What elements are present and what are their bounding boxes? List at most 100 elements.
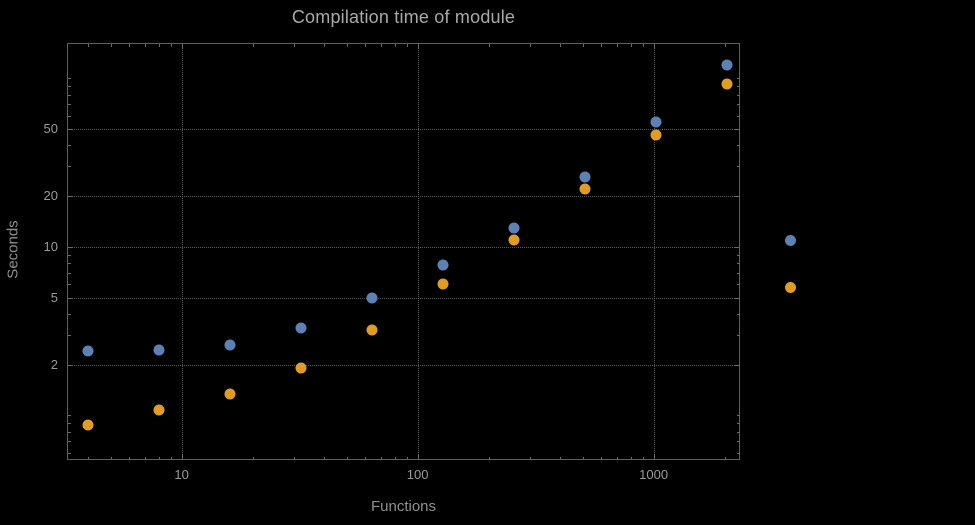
point-series-2-orange-x128 <box>437 278 449 290</box>
point-series-2-orange-x32 <box>295 362 307 374</box>
x-tick-mark <box>530 44 532 47</box>
y-tick-mark <box>734 364 739 366</box>
y-tick-label-5: 5 <box>50 289 58 305</box>
x-tick-mark <box>381 456 383 459</box>
y-tick-mark <box>736 86 739 88</box>
y-tick-mark <box>68 422 71 424</box>
x-tick-mark <box>181 454 183 459</box>
x-tick-mark <box>617 456 619 459</box>
x-tick-mark <box>630 44 632 47</box>
x-tick-mark <box>488 456 490 459</box>
y-tick-mark <box>68 431 71 433</box>
x-tick-mark <box>630 456 632 459</box>
y-tick-mark <box>736 452 739 454</box>
gridline-x-1000 <box>653 44 655 459</box>
x-tick-mark <box>617 44 619 47</box>
y-tick-mark <box>68 166 71 168</box>
y-tick-mark <box>736 263 739 265</box>
y-tick-mark <box>736 78 739 80</box>
legend-marker-series-2 <box>785 282 796 293</box>
y-tick-mark <box>68 246 73 248</box>
x-tick-label-1000: 1000 <box>639 467 669 482</box>
y-tick-mark <box>736 422 739 424</box>
y-tick-mark <box>68 334 71 336</box>
x-tick-mark <box>582 456 584 459</box>
x-tick-mark <box>87 44 89 47</box>
x-axis-label: Functions <box>370 498 437 515</box>
y-tick-mark <box>736 254 739 256</box>
point-series-1-blue-x2048 <box>721 59 733 71</box>
y-tick-mark <box>68 415 71 417</box>
point-series-2-orange-x1024 <box>650 129 662 141</box>
y-tick-mark <box>68 313 71 315</box>
x-tick-mark <box>601 44 603 47</box>
y-tick-mark <box>736 115 739 117</box>
point-series-2-orange-x2048 <box>721 78 733 90</box>
y-tick-mark <box>68 364 73 366</box>
gridline-y-20 <box>68 196 739 198</box>
x-tick-mark <box>145 44 147 47</box>
y-tick-mark <box>736 284 739 286</box>
x-tick-mark <box>530 456 532 459</box>
point-series-1-blue-x4 <box>82 345 94 357</box>
y-tick-mark <box>68 196 73 198</box>
x-tick-mark <box>406 456 408 459</box>
x-tick-mark <box>129 44 131 47</box>
y-tick-label-20: 20 <box>43 188 58 204</box>
y-tick-mark <box>736 94 739 96</box>
x-tick-mark <box>582 44 584 47</box>
x-tick-mark <box>346 44 348 47</box>
y-tick-mark <box>68 284 71 286</box>
y-tick-mark <box>68 104 71 106</box>
x-tick-mark <box>170 44 172 47</box>
x-tick-mark <box>252 44 254 47</box>
y-tick-mark <box>68 272 71 274</box>
point-series-2-orange-x64 <box>366 324 378 336</box>
y-tick-mark <box>736 104 739 106</box>
x-tick-mark <box>642 44 644 47</box>
x-tick-mark <box>394 456 396 459</box>
x-tick-mark <box>158 456 160 459</box>
y-tick-mark <box>68 115 71 117</box>
y-tick-mark <box>68 129 73 131</box>
point-series-1-blue-x64 <box>366 292 378 304</box>
x-tick-mark <box>559 456 561 459</box>
x-tick-mark <box>642 456 644 459</box>
chart-title: Compilation time of module <box>291 7 516 27</box>
y-tick-mark <box>734 129 739 131</box>
y-tick-mark <box>68 78 71 80</box>
point-series-2-orange-x16 <box>224 388 236 400</box>
point-series-1-blue-x16 <box>224 339 236 351</box>
y-tick-mark <box>68 297 73 299</box>
point-series-1-blue-x8 <box>153 344 165 356</box>
y-tick-mark <box>736 166 739 168</box>
y-tick-mark <box>68 145 71 147</box>
x-tick-mark <box>294 456 296 459</box>
x-tick-mark <box>417 44 419 49</box>
y-tick-label-10: 10 <box>43 238 58 254</box>
point-series-2-orange-x8 <box>153 404 165 416</box>
y-tick-mark <box>68 263 71 265</box>
point-series-1-blue-x32 <box>295 322 307 334</box>
x-tick-mark <box>381 44 383 47</box>
x-tick-mark <box>559 44 561 47</box>
point-series-1-blue-x128 <box>437 259 449 271</box>
gridline-x-100 <box>417 44 419 459</box>
y-tick-mark <box>736 334 739 336</box>
gridline-x-10 <box>181 44 183 459</box>
gridline-y-10 <box>68 246 739 248</box>
x-tick-mark <box>601 456 603 459</box>
x-tick-mark <box>417 454 419 459</box>
gridline-y-50 <box>68 129 739 131</box>
x-tick-mark <box>323 44 325 47</box>
y-tick-mark <box>68 452 71 454</box>
x-tick-mark <box>488 44 490 47</box>
x-tick-mark <box>170 456 172 459</box>
y-tick-mark <box>68 86 71 88</box>
y-tick-mark <box>736 431 739 433</box>
x-tick-mark <box>110 44 112 47</box>
y-tick-mark <box>68 254 71 256</box>
x-tick-mark <box>724 44 726 47</box>
x-tick-mark <box>252 456 254 459</box>
x-tick-mark <box>365 456 367 459</box>
